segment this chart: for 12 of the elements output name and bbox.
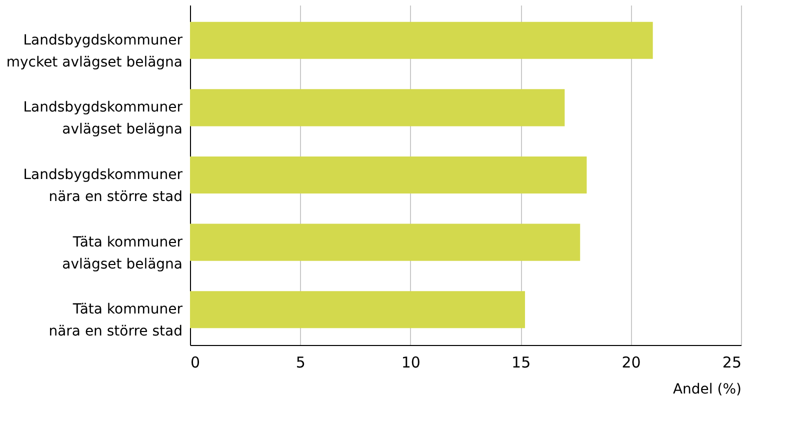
y-tick-label: Landsbygdskommuner mycket avlägset belägna: [6, 32, 183, 70]
y-tick-label: Landsbygdskommuner nära en större stad: [23, 167, 183, 205]
x-tick-label: 5: [296, 354, 306, 372]
x-tick-label: 15: [512, 354, 531, 372]
x-tick-label: 20: [622, 354, 641, 372]
x-tick-label: 10: [401, 354, 420, 372]
x-tick-label: 25: [722, 354, 742, 372]
y-tick-label: Täta kommuner nära en större stad: [48, 302, 183, 340]
y-tick-label: Täta kommuner avlägset belägna: [62, 234, 183, 272]
x-axis-title: Andel (%): [672, 382, 742, 398]
y-tick-label: Landsbygdskommuner avlägset belägna: [23, 100, 183, 138]
x-tick-label: 0: [190, 354, 200, 372]
